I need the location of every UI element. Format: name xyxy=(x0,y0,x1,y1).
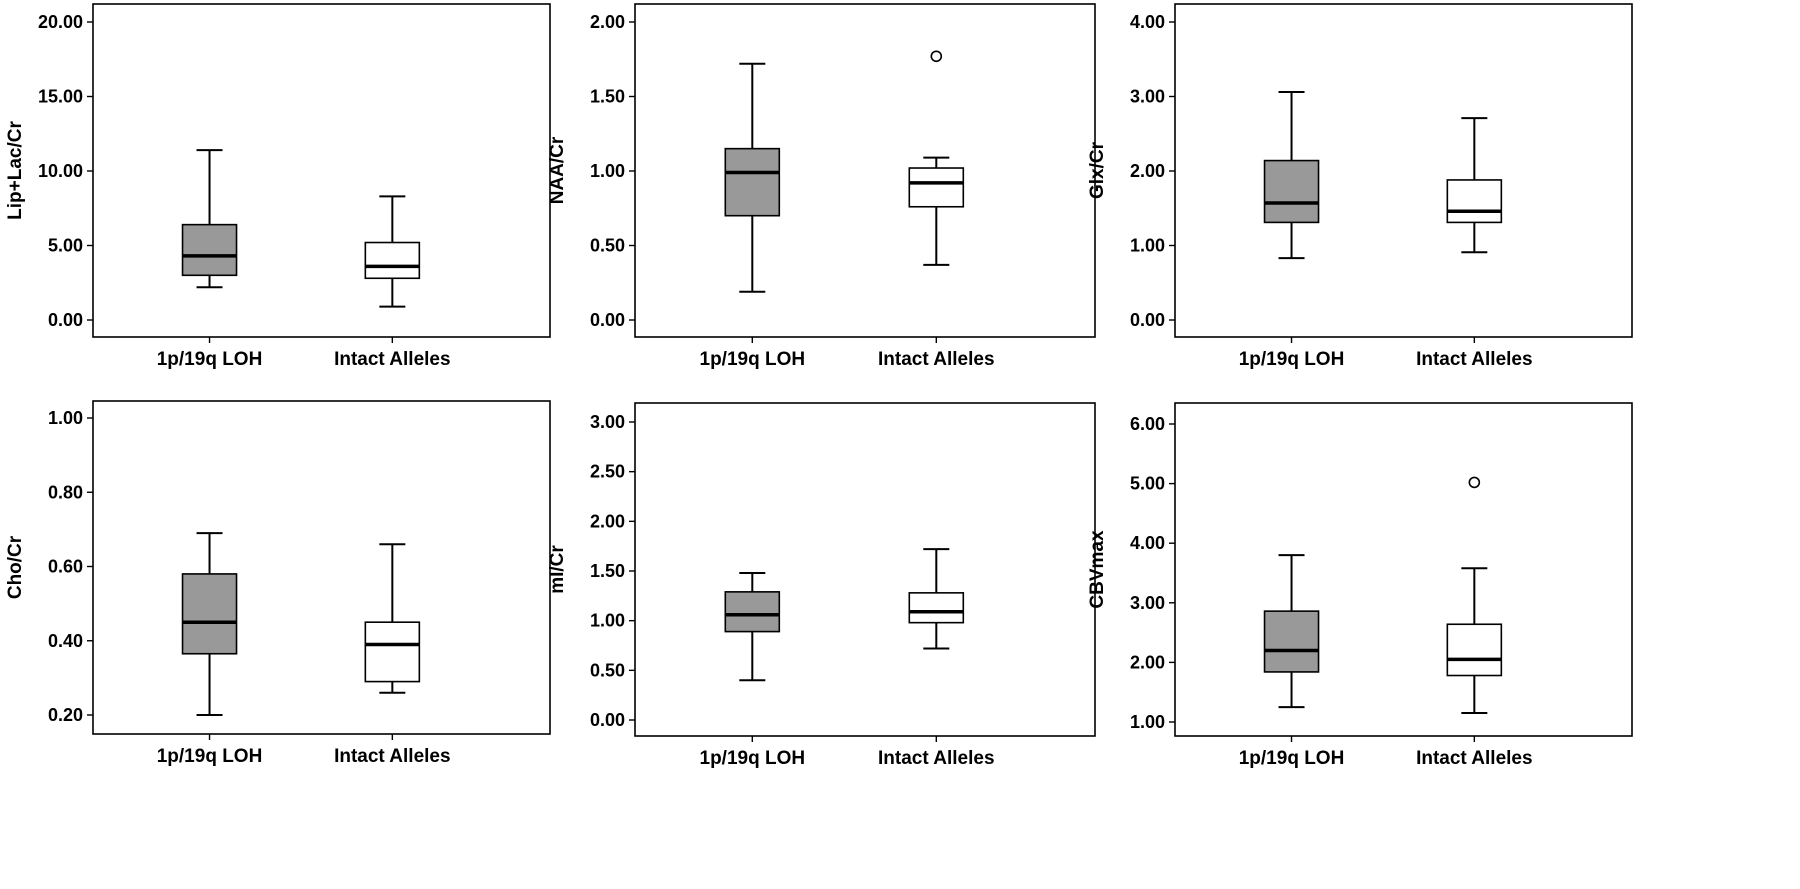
category-label: 1p/19q LOH xyxy=(1239,349,1345,370)
iqr-box xyxy=(181,573,238,655)
plot-frame xyxy=(92,3,551,338)
iqr-box xyxy=(364,621,421,683)
panel-3: 0.00 1.00 2.00 3.00 4.00 Glx/Cr 1p/19q LOH Inta… xyxy=(1087,3,1633,370)
category-label: Intact Alleles xyxy=(1416,748,1533,769)
iqr-box xyxy=(908,592,965,624)
y-axis-title: Cho/Cr xyxy=(5,535,26,599)
y-tick-label: 3.00 xyxy=(1130,87,1165,107)
y-tick-label: 1.00 xyxy=(1130,712,1165,732)
category-label: 1p/19q LOH xyxy=(157,746,263,767)
y-axis-title: Glx/Cr xyxy=(1087,141,1108,199)
y-tick-label: 1.50 xyxy=(590,561,625,581)
category-label: 1p/19q LOH xyxy=(700,349,806,370)
iqr-box xyxy=(908,167,965,208)
box-intact xyxy=(908,548,965,650)
y-tick-label: 3.00 xyxy=(1130,593,1165,613)
y-tick-label: 0.00 xyxy=(48,310,83,330)
y-tick-label: 0.20 xyxy=(48,705,83,725)
outlier-point xyxy=(930,50,943,63)
panel-4: 0.20 0.40 0.60 0.80 1.00 Cho/Cr 1p/19q LOH Inta… xyxy=(5,400,551,767)
outlier-point xyxy=(1468,476,1481,489)
y-tick-label: 1.00 xyxy=(590,161,625,181)
y-tick-label: 3.00 xyxy=(590,412,625,432)
iqr-box xyxy=(724,591,781,633)
y-tick-label: 1.50 xyxy=(590,87,625,107)
plot-frame xyxy=(634,402,1096,737)
category-label: Intact Alleles xyxy=(878,349,995,370)
panel-6: 1.00 2.00 3.00 4.00 5.00 6.00 CBVmax 1p/19q LOH… xyxy=(1087,402,1633,769)
y-tick-label: 2.00 xyxy=(1130,161,1165,181)
y-tick-label: 4.00 xyxy=(1130,533,1165,553)
y-tick-label: 10.00 xyxy=(38,161,83,181)
y-axis-title: mI/Cr xyxy=(547,545,568,594)
box-loh xyxy=(724,62,781,293)
box-intact xyxy=(364,543,421,694)
y-tick-label: 4.00 xyxy=(1130,12,1165,32)
box-intact xyxy=(1446,476,1503,715)
iqr-box xyxy=(724,147,781,217)
y-tick-label: 0.00 xyxy=(590,710,625,730)
y-tick-label: 0.50 xyxy=(590,660,625,680)
iqr-box xyxy=(1446,179,1503,224)
y-tick-label: 1.00 xyxy=(48,408,83,428)
category-label: Intact Alleles xyxy=(334,349,451,370)
y-tick-label: 0.00 xyxy=(590,310,625,330)
y-axis-title: CBVmax xyxy=(1087,530,1108,609)
y-tick-label: 2.00 xyxy=(590,511,625,531)
y-tick-label: 5.00 xyxy=(48,236,83,256)
category-label: 1p/19q LOH xyxy=(157,349,263,370)
y-tick-label: 2.00 xyxy=(1130,652,1165,672)
y-tick-label: 0.80 xyxy=(48,482,83,502)
plot-frame xyxy=(92,400,551,735)
box-intact xyxy=(908,50,965,266)
category-label: Intact Alleles xyxy=(878,748,995,769)
y-axis-title: Lip+Lac/Cr xyxy=(5,121,26,220)
plot-frame xyxy=(1174,402,1633,737)
category-label: 1p/19q LOH xyxy=(700,748,806,769)
iqr-box xyxy=(181,223,238,277)
y-tick-label: 5.00 xyxy=(1130,474,1165,494)
y-tick-label: 0.40 xyxy=(48,631,83,651)
plot-frame xyxy=(1174,3,1633,338)
iqr-box xyxy=(1263,610,1320,673)
iqr-box xyxy=(1263,159,1320,224)
y-tick-label: 20.00 xyxy=(38,12,83,32)
box-loh xyxy=(1263,554,1320,709)
iqr-box xyxy=(364,241,421,280)
box-intact xyxy=(1446,117,1503,254)
y-tick-label: 0.60 xyxy=(48,557,83,577)
box-loh xyxy=(724,571,781,682)
category-label: 1p/19q LOH xyxy=(1239,748,1345,769)
box-loh xyxy=(1263,91,1320,260)
y-tick-label: 1.00 xyxy=(590,611,625,631)
panel-2: 0.00 0.50 1.00 1.50 2.00 NAA/Cr 1p/19q LOH Inta… xyxy=(547,3,1096,370)
y-tick-label: 1.00 xyxy=(1130,236,1165,256)
panel-1: 0.00 5.00 10.00 15.00 20.00 Lip+Lac/Cr 1p/19q … xyxy=(5,3,551,370)
panel-5: 0.00 0.50 1.00 1.50 2.00 2.50 3.00 mI/Cr 1p/19q … xyxy=(547,402,1096,769)
category-label: Intact Alleles xyxy=(334,746,451,767)
iqr-box xyxy=(1446,623,1503,677)
category-label: Intact Alleles xyxy=(1416,349,1533,370)
y-tick-label: 2.50 xyxy=(590,462,625,482)
box-loh xyxy=(181,149,238,289)
y-tick-label: 0.50 xyxy=(590,236,625,256)
box-intact xyxy=(364,195,421,308)
plot-frame xyxy=(634,3,1096,338)
y-tick-label: 15.00 xyxy=(38,87,83,107)
y-tick-label: 0.00 xyxy=(1130,310,1165,330)
y-axis-title: NAA/Cr xyxy=(547,136,568,204)
y-tick-label: 6.00 xyxy=(1130,414,1165,434)
y-tick-label: 2.00 xyxy=(590,12,625,32)
box-loh xyxy=(181,532,238,716)
